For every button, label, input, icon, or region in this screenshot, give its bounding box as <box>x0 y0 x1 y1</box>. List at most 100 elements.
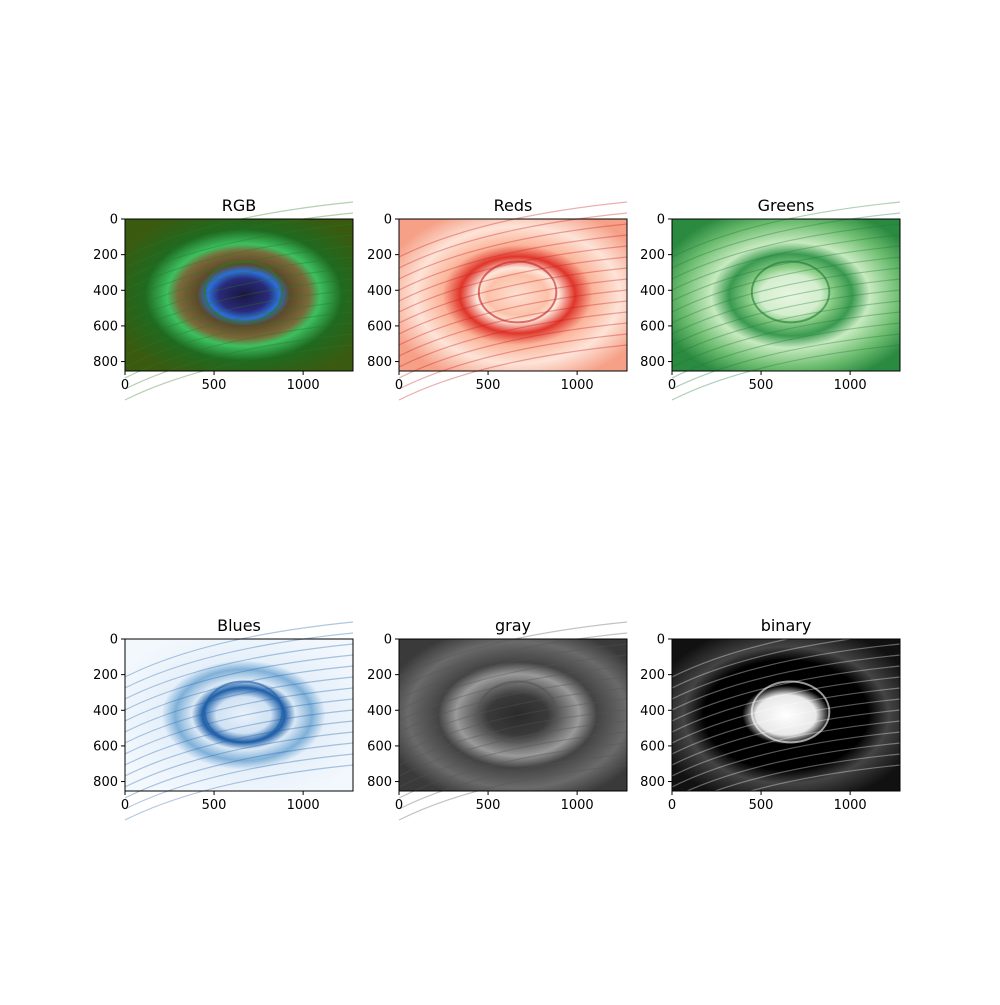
feather-barb <box>398 300 628 357</box>
y-tick-label: 800 <box>93 355 118 370</box>
x-tick-label: 1000 <box>834 378 867 393</box>
x-tick-label: 500 <box>749 378 774 393</box>
panel-title: Blues <box>217 616 261 635</box>
feather-barb <box>671 333 901 390</box>
y-tick-label: 0 <box>384 213 392 228</box>
y-tick-label: 600 <box>93 319 118 334</box>
feather-texture <box>398 621 628 821</box>
x-tick-label: 500 <box>749 798 774 813</box>
feather-barb <box>124 311 354 368</box>
feather-barb <box>124 687 354 744</box>
feather-barb <box>398 234 628 291</box>
x-tick-label: 1000 <box>287 378 320 393</box>
feather-barb <box>398 621 628 678</box>
feather-barb <box>124 267 354 324</box>
eye-ring <box>750 260 831 324</box>
feather-barb <box>398 720 628 777</box>
feather-barb <box>124 278 354 335</box>
x-tick-label: 0 <box>668 378 676 393</box>
eye-ring <box>750 680 831 744</box>
panel-image <box>399 219 627 371</box>
y-tick-label: 800 <box>367 775 392 790</box>
feather-barb <box>671 223 901 280</box>
panel-title: RGB <box>222 196 257 215</box>
feather-barb <box>671 764 901 821</box>
y-tick-label: 200 <box>93 248 118 263</box>
feather-barb <box>671 654 901 711</box>
x-tick-label: 1000 <box>561 798 594 813</box>
feather-barb <box>124 643 354 700</box>
y-tick-label: 0 <box>110 633 118 648</box>
feather-barb <box>398 311 628 368</box>
y-tick-label: 200 <box>367 248 392 263</box>
feather-barb <box>671 278 901 335</box>
y-tick-label: 200 <box>640 248 665 263</box>
feather-barb <box>124 632 354 689</box>
x-tick-label: 1000 <box>561 378 594 393</box>
y-tick-label: 0 <box>657 213 665 228</box>
feather-barb <box>398 289 628 346</box>
y-tick-label: 600 <box>93 739 118 754</box>
x-tick-label: 500 <box>202 378 227 393</box>
y-tick-label: 800 <box>367 355 392 370</box>
feather-barb <box>671 643 901 700</box>
feather-barb <box>124 654 354 711</box>
y-tick-label: 400 <box>640 704 665 719</box>
y-tick-label: 600 <box>367 739 392 754</box>
panel-title: binary <box>761 616 812 635</box>
eye-ring <box>203 680 284 744</box>
feather-barb <box>398 731 628 788</box>
y-tick-label: 800 <box>640 355 665 370</box>
feather-barb <box>398 223 628 280</box>
feather-barb <box>124 720 354 777</box>
feather-barb <box>671 289 901 346</box>
panel-title: Reds <box>494 196 533 215</box>
panel-title: Greens <box>758 196 815 215</box>
feather-texture <box>124 621 354 821</box>
feather-barb <box>124 234 354 291</box>
y-tick-label: 200 <box>640 668 665 683</box>
feather-barb <box>398 687 628 744</box>
axes-frame <box>398 638 628 792</box>
x-tick-label: 500 <box>476 798 501 813</box>
y-tick-label: 0 <box>657 633 665 648</box>
feather-barb <box>398 267 628 324</box>
panel-reds: Reds 0 500 1000 0 200 400 600 800 <box>367 196 628 401</box>
feather-barb <box>398 764 628 821</box>
feather-barb <box>398 344 628 401</box>
feather-barb <box>398 256 628 313</box>
panel-image <box>125 219 353 371</box>
feather-texture <box>124 201 354 401</box>
feather-barb <box>671 267 901 324</box>
feather-barb <box>124 731 354 788</box>
feather-barb <box>671 212 901 269</box>
feather-barb <box>398 212 628 269</box>
feather-texture <box>398 201 628 401</box>
x-tick-label: 0 <box>395 378 403 393</box>
feather-barb <box>671 709 901 766</box>
feather-barb <box>124 256 354 313</box>
feather-barb <box>671 234 901 291</box>
feather-barb <box>398 278 628 335</box>
feather-barb <box>398 709 628 766</box>
y-tick-label: 400 <box>93 704 118 719</box>
feather-barb <box>124 322 354 379</box>
feather-barb <box>398 753 628 810</box>
feather-barb <box>671 256 901 313</box>
feather-barb <box>671 742 901 799</box>
feather-barb <box>671 698 901 755</box>
feather-barb <box>671 687 901 744</box>
y-tick-label: 200 <box>93 668 118 683</box>
y-tick-label: 400 <box>640 284 665 299</box>
y-tick-label: 600 <box>640 319 665 334</box>
y-tick-label: 200 <box>367 668 392 683</box>
feather-barb <box>398 322 628 379</box>
axes-frame <box>124 638 354 792</box>
feather-barb <box>124 742 354 799</box>
y-tick-label: 800 <box>93 775 118 790</box>
feather-barb <box>671 621 901 678</box>
feather-barb <box>124 764 354 821</box>
feather-barb <box>124 201 354 258</box>
x-tick-label: 1000 <box>287 798 320 813</box>
x-tick-label: 0 <box>121 378 129 393</box>
